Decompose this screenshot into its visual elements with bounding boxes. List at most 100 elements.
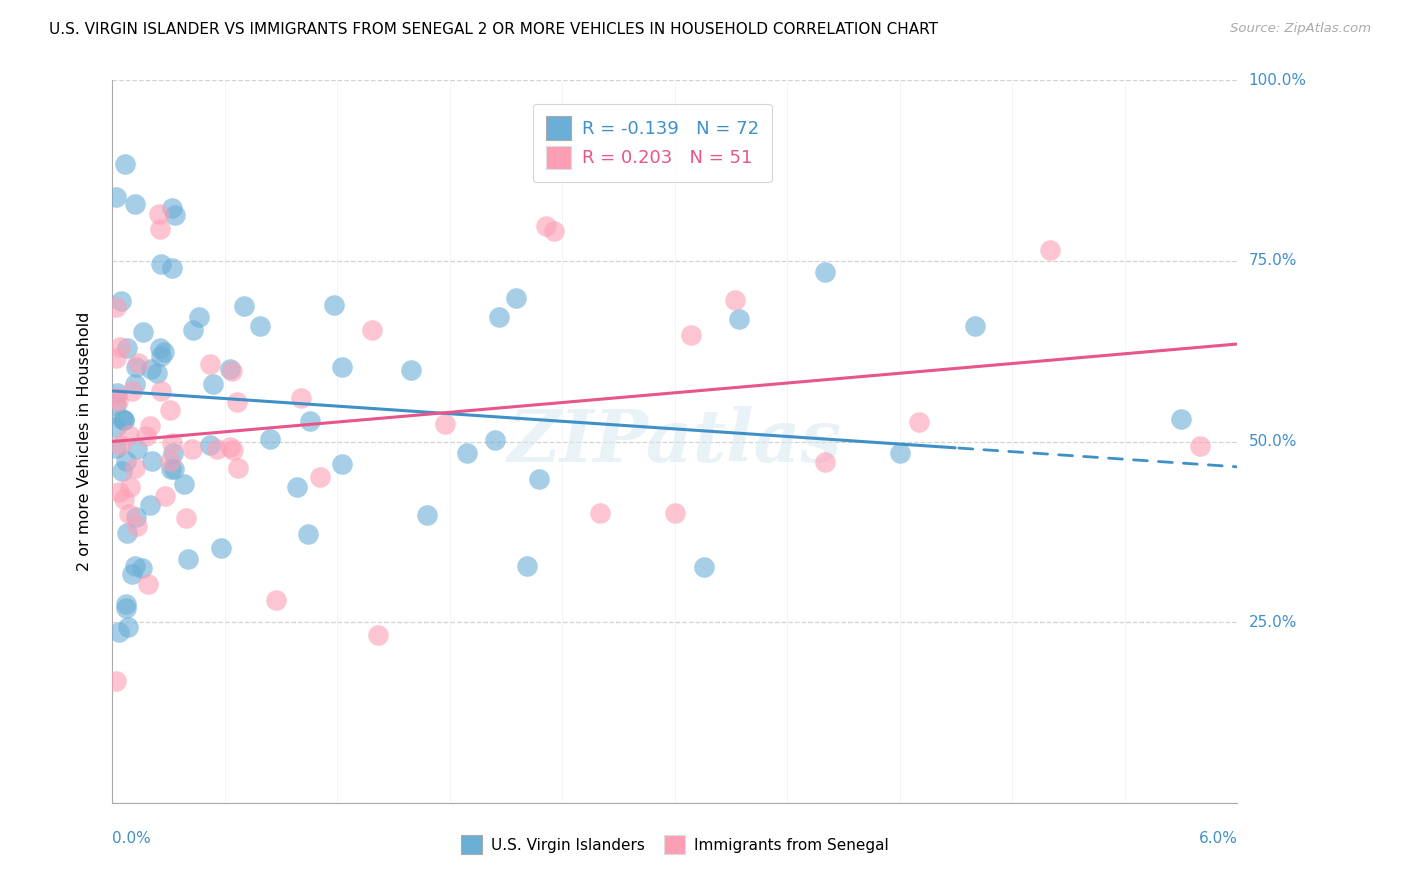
Point xyxy=(160,436,183,450)
Point xyxy=(117,620,139,634)
Point xyxy=(488,310,510,325)
Point xyxy=(105,399,128,413)
Text: 100.0%: 100.0% xyxy=(1249,73,1306,87)
Point xyxy=(114,597,136,611)
Point xyxy=(114,454,136,468)
Text: 0.0%: 0.0% xyxy=(112,830,152,846)
Point xyxy=(139,419,162,434)
Point xyxy=(187,310,209,325)
Point xyxy=(115,601,138,615)
Point xyxy=(150,384,173,399)
Point xyxy=(160,461,183,475)
Point xyxy=(330,457,353,471)
Point xyxy=(1188,439,1211,453)
Point xyxy=(209,541,232,556)
Point xyxy=(181,442,204,456)
Point xyxy=(534,219,557,233)
Point xyxy=(225,395,247,409)
Point xyxy=(1170,411,1192,425)
Point xyxy=(136,576,159,591)
Text: U.S. VIRGIN ISLANDER VS IMMIGRANTS FROM SENEGAL 2 OR MORE VEHICLES IN HOUSEHOLD : U.S. VIRGIN ISLANDER VS IMMIGRANTS FROM … xyxy=(49,22,938,37)
Point xyxy=(112,413,135,427)
Point xyxy=(125,442,148,457)
Point xyxy=(259,432,281,446)
Point xyxy=(907,415,929,429)
Point xyxy=(484,433,506,447)
Point xyxy=(120,480,142,494)
Point xyxy=(814,265,837,279)
Point xyxy=(105,190,128,204)
Point xyxy=(399,363,422,377)
Point xyxy=(456,446,478,460)
Point xyxy=(105,390,128,404)
Point xyxy=(146,366,169,380)
Legend: U.S. Virgin Islanders, Immigrants from Senegal: U.S. Virgin Islanders, Immigrants from S… xyxy=(454,830,896,860)
Point xyxy=(105,673,128,688)
Point xyxy=(297,527,319,541)
Point xyxy=(159,403,181,417)
Point xyxy=(108,340,131,354)
Point xyxy=(681,328,703,343)
Point xyxy=(505,291,527,305)
Point xyxy=(285,479,308,493)
Point xyxy=(127,519,149,533)
Text: 6.0%: 6.0% xyxy=(1198,830,1237,846)
Point xyxy=(149,257,172,271)
Point xyxy=(112,413,135,427)
Point xyxy=(125,510,148,524)
Point xyxy=(105,441,128,455)
Point xyxy=(105,300,128,314)
Point xyxy=(264,592,287,607)
Point xyxy=(728,311,751,326)
Point xyxy=(529,472,551,486)
Point xyxy=(219,440,242,454)
Point xyxy=(108,625,131,640)
Point xyxy=(115,526,138,541)
Point xyxy=(814,455,837,469)
Point xyxy=(589,506,612,520)
Point xyxy=(107,394,129,409)
Y-axis label: 2 or more Vehicles in Household: 2 or more Vehicles in Household xyxy=(77,312,91,571)
Point xyxy=(162,446,184,460)
Point xyxy=(118,427,141,442)
Point xyxy=(693,559,716,574)
Point xyxy=(543,224,565,238)
Point xyxy=(434,417,457,431)
Point xyxy=(135,429,157,443)
Point xyxy=(249,318,271,333)
Point xyxy=(724,293,747,308)
Point xyxy=(118,507,141,521)
Point xyxy=(138,498,160,512)
Point xyxy=(114,157,136,171)
Point xyxy=(181,323,204,337)
Text: Source: ZipAtlas.com: Source: ZipAtlas.com xyxy=(1230,22,1371,36)
Point xyxy=(117,341,139,355)
Point xyxy=(155,489,177,503)
Point xyxy=(124,377,146,392)
Point xyxy=(361,323,384,337)
Point xyxy=(124,196,146,211)
Point xyxy=(148,207,170,221)
Point xyxy=(174,510,197,524)
Point xyxy=(163,462,186,476)
Point xyxy=(110,293,132,308)
Point xyxy=(149,222,172,236)
Point xyxy=(664,506,686,520)
Point xyxy=(163,208,186,222)
Point xyxy=(159,454,181,468)
Point xyxy=(177,552,200,566)
Point xyxy=(121,566,143,581)
Text: 75.0%: 75.0% xyxy=(1249,253,1296,268)
Point xyxy=(162,201,184,215)
Point xyxy=(149,341,172,355)
Point xyxy=(298,414,321,428)
Point xyxy=(105,351,128,365)
Point xyxy=(121,384,143,398)
Point xyxy=(233,299,256,313)
Point xyxy=(226,461,249,475)
Point xyxy=(218,362,240,376)
Point xyxy=(416,508,439,523)
Point xyxy=(889,446,911,460)
Point xyxy=(112,491,135,506)
Point xyxy=(124,461,146,475)
